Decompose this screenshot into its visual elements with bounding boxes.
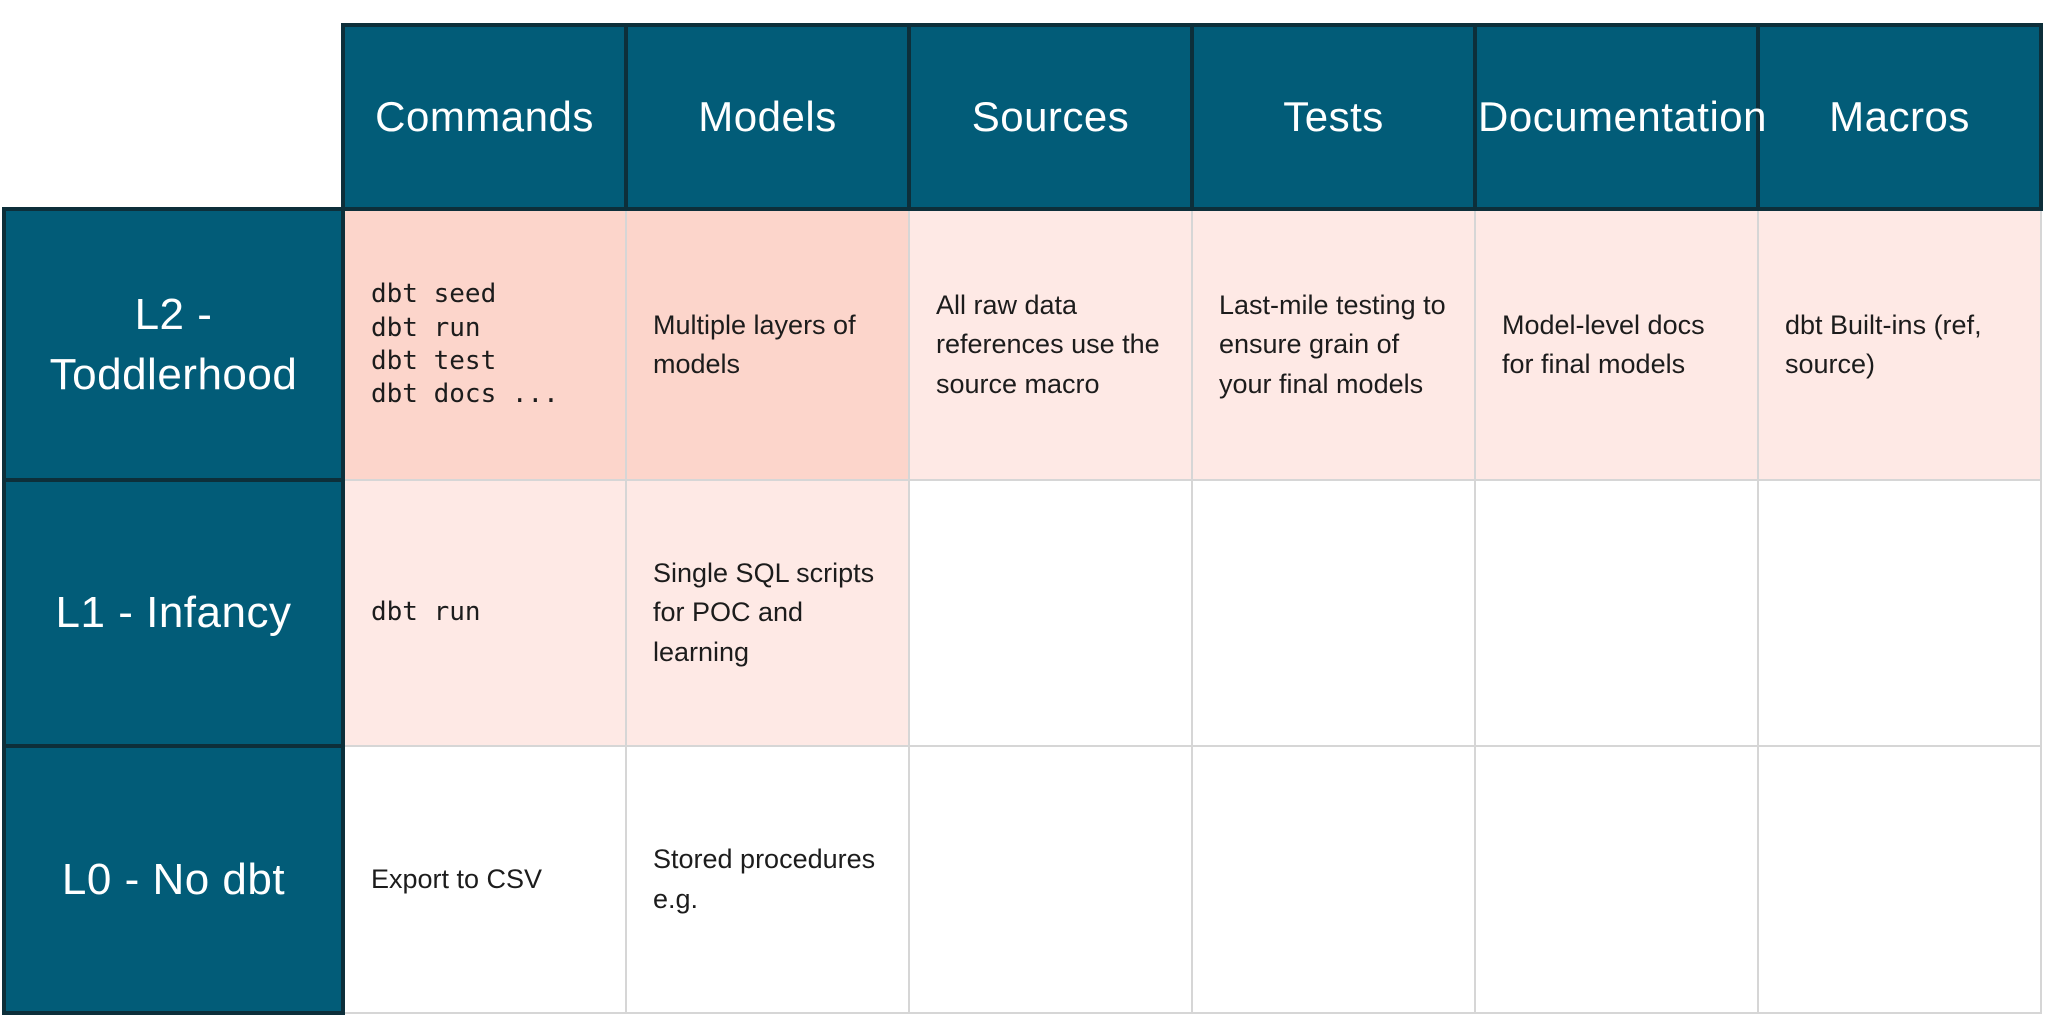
column-header-macros: Macros: [1756, 23, 2043, 211]
cell-l0-commands: Export to CSV: [342, 745, 627, 1014]
row-l2-toddlerhood: L2 - Toddlerhood dbt seed dbt run dbt te…: [2, 207, 2042, 482]
row-header-l1: L1 - Infancy: [2, 478, 345, 748]
column-header-sources: Sources: [907, 23, 1194, 211]
cell-l2-macros: dbt Built-ins (ref, source): [1757, 208, 2042, 481]
cell-l0-macros: [1757, 745, 2042, 1014]
cell-l2-tests: Last-mile testing to ensure grain of you…: [1191, 208, 1476, 481]
cell-l2-commands: dbt seed dbt run dbt test dbt docs ...: [342, 208, 627, 481]
cell-l0-sources: [908, 745, 1193, 1014]
cell-l2-models: Multiple layers of models: [625, 208, 910, 481]
row-header-l0: L0 - No dbt: [2, 744, 345, 1015]
row-l1-infancy: L1 - Infancy dbt run Single SQL scripts …: [2, 478, 2042, 748]
cell-l0-tests: [1191, 745, 1476, 1014]
cell-l1-models: Single SQL scripts for POC and learning: [625, 479, 910, 747]
cell-l1-documentation: [1474, 479, 1759, 747]
cell-l1-tests: [1191, 479, 1476, 747]
corner-cell: [4, 25, 343, 209]
maturity-matrix-table: Commands Models Sources Tests Documentat…: [2, 23, 2043, 1015]
column-header-models: Models: [624, 23, 911, 211]
cell-l1-commands: dbt run: [342, 479, 627, 747]
column-header-commands: Commands: [341, 23, 628, 211]
column-header-documentation: Documentation: [1473, 23, 1767, 211]
cell-l0-documentation: [1474, 745, 1759, 1014]
cell-l2-sources: All raw data references use the source m…: [908, 208, 1193, 481]
cell-l0-models: Stored procedures e.g.: [625, 745, 910, 1014]
cell-l1-sources: [908, 479, 1193, 747]
column-header-row: Commands Models Sources Tests Documentat…: [4, 23, 2043, 211]
cell-l2-documentation: Model-level docs for final models: [1474, 208, 1759, 481]
cell-l1-macros: [1757, 479, 2042, 747]
row-header-l2: L2 - Toddlerhood: [2, 207, 345, 482]
column-header-tests: Tests: [1190, 23, 1477, 211]
row-l0-no-dbt: L0 - No dbt Export to CSV Stored procedu…: [2, 744, 2042, 1015]
